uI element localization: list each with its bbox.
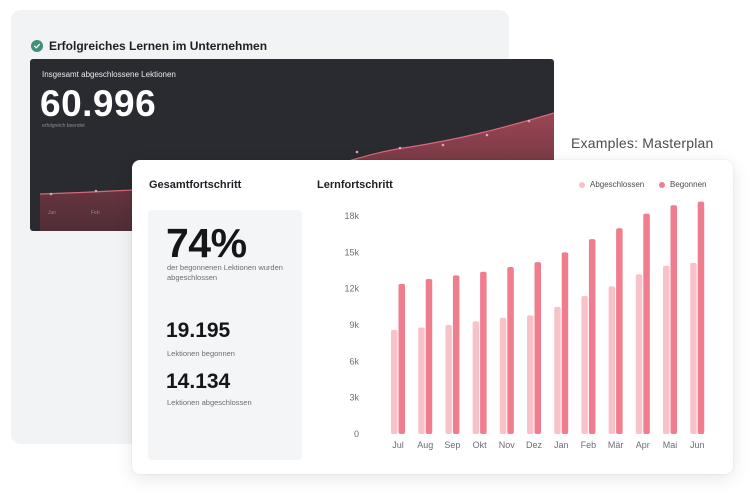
bar-started bbox=[480, 271, 487, 434]
examples-label: Examples: Masterplan bbox=[571, 135, 714, 151]
dark-tick-label: Jan bbox=[48, 210, 57, 216]
x-tick-label: Okt bbox=[473, 440, 488, 450]
bar-completed bbox=[527, 315, 534, 434]
bar-started bbox=[588, 239, 596, 434]
legend-started-label: Begonnen bbox=[670, 180, 707, 189]
legend-started-dot bbox=[659, 181, 665, 188]
stats-panel: 74% der begonnenen Lektionen wurden abge… bbox=[148, 210, 302, 460]
legend-started: Begonnen bbox=[659, 180, 706, 189]
x-tick-label: Sep bbox=[444, 440, 460, 450]
bar-started bbox=[398, 283, 405, 434]
legend-completed: Abgeschlossen bbox=[579, 180, 644, 189]
x-tick-label: Mär bbox=[608, 440, 624, 450]
bar-completed bbox=[499, 317, 507, 434]
x-tick-label: Apr bbox=[636, 440, 650, 450]
lessons-completed-label: Lektionen abgeschlossen bbox=[167, 398, 252, 407]
dark-panel-caption: Insgesamt abgeschlossene Lektionen bbox=[42, 70, 176, 79]
x-tick-label: Dez bbox=[526, 440, 543, 450]
legend-completed-label: Abgeschlossen bbox=[590, 180, 645, 189]
back-card-header: Erfolgreiches Lernen im Unternehmen bbox=[31, 39, 267, 53]
bar-started bbox=[643, 213, 650, 434]
bar-completed bbox=[635, 274, 643, 434]
x-tick-label: Aug bbox=[417, 440, 433, 450]
bar-completed bbox=[554, 306, 561, 434]
x-tick-label: Feb bbox=[581, 440, 597, 450]
bar-completed bbox=[608, 286, 616, 434]
x-tick-label: Jul bbox=[392, 440, 404, 450]
learning-progress-chart: 0 3k 6k 9k 12k 15k 18k Jul Aug Sep Okt Nov Dez Jan Feb… bbox=[344, 201, 705, 450]
bar-started bbox=[561, 252, 569, 434]
dark-panel-subtext: erfolgreich beendet bbox=[42, 123, 85, 129]
dark-point bbox=[94, 189, 98, 193]
lessons-started-value: 19.195 bbox=[166, 319, 231, 342]
dark-point bbox=[355, 150, 359, 154]
x-tick-label: Jun bbox=[690, 440, 705, 450]
learning-progress-title: Lernfortschritt bbox=[317, 179, 393, 191]
bar-started bbox=[452, 275, 460, 434]
back-card-title: Erfolgreiches Lernen im Unternehmen bbox=[49, 39, 268, 53]
completion-description: der begonnenen Lektionen wurden abgeschl… bbox=[167, 263, 283, 282]
bar-completed bbox=[663, 265, 670, 434]
y-tick-label: 6k bbox=[349, 356, 359, 366]
y-tick-label: 0 bbox=[354, 429, 359, 439]
overall-progress-title: Gesamtfortschritt bbox=[149, 179, 242, 191]
dark-point bbox=[441, 143, 445, 147]
bar-completed bbox=[472, 321, 480, 434]
bar-completed bbox=[391, 329, 398, 434]
bar-completed bbox=[581, 296, 588, 434]
dark-panel-value: 60.996 bbox=[40, 83, 157, 124]
completion-percent: 74% bbox=[166, 220, 247, 266]
bar-started bbox=[670, 205, 677, 434]
progress-card: Gesamtfortschritt Lernfortschritt 74% de… bbox=[132, 160, 733, 474]
y-tick-label: 18k bbox=[344, 211, 359, 221]
dark-point bbox=[398, 146, 402, 150]
dark-point bbox=[485, 133, 489, 137]
dark-tick-label: Feb bbox=[91, 210, 100, 216]
dark-point bbox=[527, 119, 531, 123]
lessons-completed-value: 14.134 bbox=[166, 370, 231, 393]
lessons-started-label: Lektionen begonnen bbox=[167, 349, 235, 358]
bar-completed bbox=[690, 262, 697, 434]
legend-completed-dot bbox=[579, 181, 585, 188]
y-tick-label: 12k bbox=[344, 284, 359, 294]
bar-started bbox=[616, 228, 623, 434]
dark-point bbox=[49, 192, 53, 196]
y-tick-label: 9k bbox=[349, 320, 359, 330]
y-tick-label: 3k bbox=[349, 393, 359, 403]
x-tick-label: Jan bbox=[554, 440, 569, 450]
bar-started bbox=[507, 266, 514, 434]
bar-started bbox=[697, 201, 705, 434]
bar-started bbox=[534, 262, 541, 434]
x-tick-label: Nov bbox=[499, 440, 516, 450]
y-tick-label: 15k bbox=[344, 247, 359, 257]
bar-completed bbox=[445, 325, 452, 434]
bar-started bbox=[425, 279, 433, 434]
x-tick-label: Mai bbox=[663, 440, 678, 450]
check-circle-icon bbox=[31, 40, 43, 52]
bar-completed bbox=[418, 327, 425, 434]
